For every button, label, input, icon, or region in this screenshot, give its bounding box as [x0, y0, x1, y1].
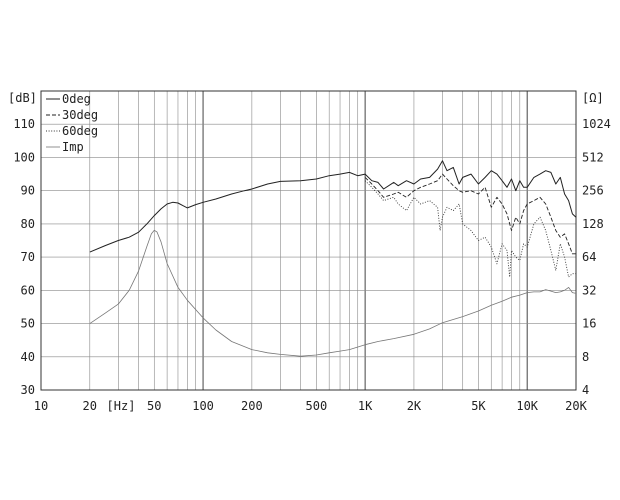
x-tick-label: 500	[306, 399, 328, 413]
series-line-0deg	[89, 160, 577, 253]
legend-entry: 30deg	[62, 108, 98, 122]
series-line-60deg	[364, 180, 576, 278]
x-tick-label: 1K	[358, 399, 373, 413]
y-tick-label: 110	[13, 117, 35, 131]
legend-entry: Imp	[62, 140, 84, 154]
series-group	[89, 160, 577, 357]
grid	[41, 91, 576, 390]
y-right-tick-label: 8	[582, 350, 589, 364]
y-right-tick-label: 512	[582, 150, 604, 164]
legend-entry: 0deg	[62, 92, 91, 106]
y-right-axis-label: [Ω]	[582, 91, 604, 105]
y-right-tick-labels: 4 8 16 32 64 128 256 512 1024	[582, 117, 611, 397]
y-right-tick-label: 32	[582, 283, 596, 297]
x-tick-label: 200	[241, 399, 263, 413]
x-tick-label: 100	[192, 399, 214, 413]
y-tick-label: 60	[21, 283, 35, 297]
y-tick-labels: 30 40 50 60 70 80 90 100 110	[13, 117, 35, 397]
x-tick-label: 50	[147, 399, 161, 413]
y-axis-label: [dB]	[8, 91, 37, 105]
x-tick-label: 20	[83, 399, 97, 413]
y-tick-label: 80	[21, 217, 35, 231]
y-right-tick-label: 64	[582, 250, 596, 264]
x-tick-label: 10K	[516, 399, 538, 413]
x-tick-labels: 10 20 50 100 200 500 1K 2K 5K 10K 20K	[34, 399, 588, 413]
series-line-imp	[89, 229, 577, 357]
plot-frame	[40, 90, 577, 391]
series-line-30deg	[364, 173, 576, 255]
y-tick-label: 30	[21, 383, 35, 397]
y-right-tick-label: 128	[582, 217, 604, 231]
y-tick-label: 90	[21, 184, 35, 198]
legend-entry: 60deg	[62, 124, 98, 138]
x-tick-label: 20K	[565, 399, 587, 413]
y-right-tick-label: 4	[582, 383, 589, 397]
legend: 0deg 30deg 60deg Imp	[46, 92, 98, 154]
y-tick-label: 50	[21, 317, 35, 331]
x-tick-label: 2K	[407, 399, 422, 413]
y-right-tick-label: 16	[582, 317, 596, 331]
x-tick-label: 10	[34, 399, 48, 413]
x-tick-label: 5K	[471, 399, 486, 413]
y-right-tick-label: 256	[582, 184, 604, 198]
x-axis-unit-label: [Hz]	[107, 399, 136, 413]
y-right-tick-label: 1024	[582, 117, 611, 131]
y-tick-label: 40	[21, 350, 35, 364]
y-tick-label: 100	[13, 150, 35, 164]
y-tick-label: 70	[21, 250, 35, 264]
